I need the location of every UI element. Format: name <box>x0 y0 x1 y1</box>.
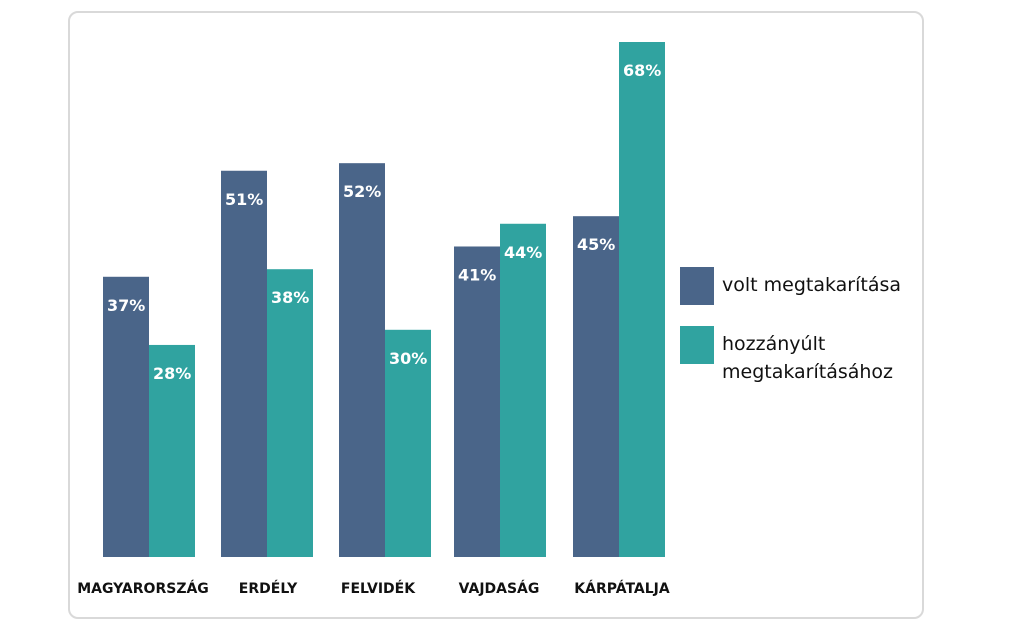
legend: volt megtakarítása hozzányúlt megtakarítás… <box>680 267 901 383</box>
bar-value-label: 37% <box>107 296 145 315</box>
category-labels: MAGYARORSZÁG ERDÉLY FELVIDÉK VAJDASÁG KÁRPÁT… <box>77 580 670 597</box>
legend-label: volt megtakarítása <box>722 274 901 296</box>
category-label: KÁRPÁTALJA <box>574 580 670 597</box>
bar-value-label: 68% <box>623 61 661 80</box>
bars-group: 37% 28% 51% 38% 52% 30% 41% 44% 45% 68% <box>103 42 665 558</box>
bar-value-label: 45% <box>577 235 615 254</box>
bar-value-label: 44% <box>504 243 542 262</box>
legend-label: hozzányúlt <box>722 333 825 355</box>
legend-swatch-2 <box>680 326 714 364</box>
category-label: FELVIDÉK <box>341 580 416 597</box>
bar-value-label: 41% <box>458 265 496 284</box>
bar-hozzanyult-1 <box>149 344 195 557</box>
category-label: ERDÉLY <box>239 580 298 597</box>
legend-label: megtakarításához <box>722 361 893 383</box>
bar-volt-5 <box>573 216 619 558</box>
bar-hozzanyult-2 <box>267 269 313 557</box>
bar-value-label: 28% <box>153 364 191 383</box>
bar-value-label: 52% <box>343 182 381 201</box>
category-label: MAGYARORSZÁG <box>77 580 209 597</box>
bar-value-label: 51% <box>225 190 263 209</box>
bar-volt-3 <box>339 163 385 558</box>
bar-hozzanyult-5 <box>619 42 665 557</box>
bar-hozzanyult-4 <box>500 223 546 557</box>
bar-volt-4 <box>454 246 500 557</box>
bar-volt-2 <box>221 170 267 557</box>
bar-value-label: 30% <box>389 349 427 368</box>
bar-value-label: 38% <box>271 288 309 307</box>
bar-hozzanyult-3 <box>385 329 431 557</box>
bar-volt-1 <box>103 276 149 557</box>
legend-swatch-1 <box>680 267 714 305</box>
category-label: VAJDASÁG <box>459 580 540 597</box>
